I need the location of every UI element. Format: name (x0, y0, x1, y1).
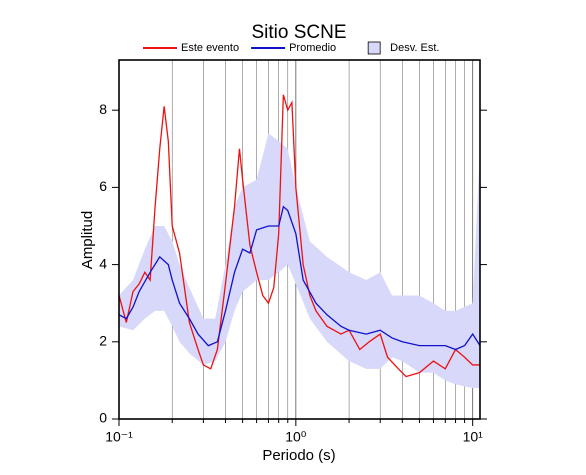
plot-frame (118, 59, 481, 420)
x-tick-label: 10⁰ (285, 429, 307, 445)
x-axis-label: Periodo (s) (262, 447, 335, 464)
legend-label: Este evento (181, 42, 239, 54)
chart-title: Sitio SCNE (251, 22, 346, 43)
legend-swatch (367, 41, 381, 55)
series-line (118, 94, 480, 378)
y-tick-label: 4 (99, 255, 107, 271)
legend-label: Promedio (289, 42, 336, 54)
y-axis-label: Amplitud (79, 211, 96, 269)
x-tick-label: 10¹ (463, 429, 484, 445)
series-line (118, 205, 481, 351)
x-tick-label: 10⁻¹ (105, 429, 133, 445)
y-tick-label: 8 (99, 101, 107, 117)
y-tick-label: 2 (99, 332, 107, 348)
y-tick-label: 6 (99, 178, 107, 194)
legend-label: Desv. Est. (390, 42, 439, 54)
y-tick-label: 0 (99, 410, 107, 426)
